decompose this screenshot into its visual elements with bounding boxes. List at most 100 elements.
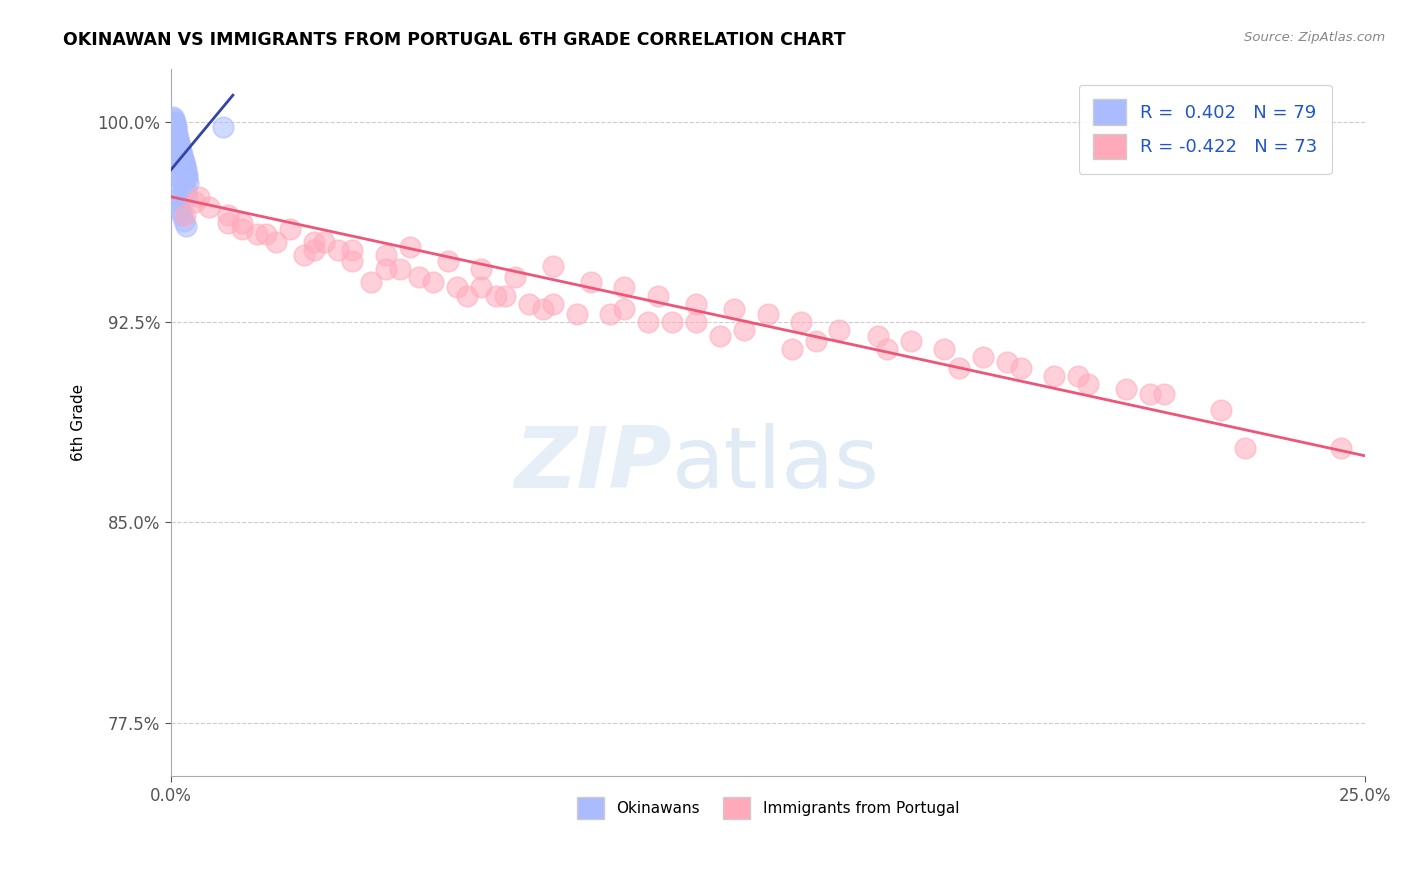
Point (733, 323, 755, 337)
Point (541, 296, 564, 310)
Point (174, 163, 197, 178)
Point (374, 261, 396, 276)
Point (613, 301, 636, 316)
Point (169, 139, 191, 153)
Point (166, 134, 188, 148)
Point (647, 288, 669, 302)
Point (166, 126, 188, 140)
Point (173, 166, 195, 180)
Point (685, 315, 707, 329)
Point (167, 142, 190, 156)
Point (162, 110, 184, 124)
Point (1115, 382, 1137, 396)
Point (972, 350, 994, 364)
Point (685, 296, 707, 310)
Point (170, 150, 193, 164)
Point (172, 153, 194, 167)
Point (169, 142, 191, 156)
Point (804, 334, 827, 348)
Point (166, 139, 188, 153)
Point (541, 259, 564, 273)
Point (900, 334, 922, 348)
Point (163, 115, 186, 129)
Point (790, 315, 813, 329)
Point (173, 161, 195, 175)
Point (231, 221, 253, 235)
Point (1153, 387, 1175, 401)
Point (170, 147, 193, 161)
Point (162, 118, 184, 132)
Point (163, 123, 186, 137)
Point (661, 315, 683, 329)
Point (174, 208, 197, 222)
Point (170, 147, 193, 161)
Point (169, 142, 191, 156)
Point (170, 169, 193, 183)
Point (517, 296, 540, 310)
Point (828, 323, 851, 337)
Point (188, 190, 211, 204)
Point (172, 174, 194, 188)
Point (167, 158, 190, 172)
Point (342, 253, 364, 268)
Point (167, 131, 190, 145)
Point (170, 145, 193, 159)
Point (408, 269, 430, 284)
Point (170, 208, 193, 222)
Point (1211, 403, 1233, 417)
Point (169, 202, 191, 217)
Point (162, 112, 184, 127)
Point (389, 261, 412, 276)
Point (374, 248, 396, 262)
Point (876, 342, 898, 356)
Point (166, 131, 188, 145)
Point (1010, 360, 1032, 375)
Point (173, 158, 195, 172)
Point (167, 197, 190, 211)
Point (174, 219, 197, 233)
Point (174, 166, 197, 180)
Point (294, 248, 316, 262)
Point (613, 280, 636, 294)
Point (360, 275, 382, 289)
Point (173, 213, 195, 227)
Point (470, 280, 492, 294)
Point (165, 118, 187, 132)
Point (456, 288, 478, 302)
Point (166, 126, 188, 140)
Point (162, 120, 184, 135)
Point (494, 288, 516, 302)
Point (167, 139, 190, 153)
Point (166, 193, 188, 207)
Point (173, 155, 195, 169)
Point (166, 131, 188, 145)
Point (170, 153, 193, 167)
Point (866, 328, 889, 343)
Point (165, 126, 187, 140)
Point (579, 275, 602, 289)
Point (165, 120, 187, 135)
Point (169, 163, 191, 178)
Point (934, 342, 956, 356)
Point (169, 136, 191, 151)
Point (470, 261, 492, 276)
Point (302, 243, 325, 257)
Point (1043, 368, 1066, 383)
Point (165, 147, 187, 161)
Point (212, 120, 235, 135)
Point (312, 235, 335, 249)
Point (183, 195, 205, 210)
Text: Source: ZipAtlas.com: Source: ZipAtlas.com (1244, 31, 1385, 45)
Point (503, 269, 526, 284)
Point (174, 185, 197, 199)
Point (1234, 441, 1257, 455)
Point (177, 177, 200, 191)
Point (1077, 376, 1099, 391)
Point (174, 161, 197, 175)
Text: ZIP: ZIP (515, 424, 672, 507)
Point (166, 136, 188, 151)
Point (217, 208, 239, 222)
Point (565, 307, 588, 321)
Point (342, 243, 364, 257)
Point (995, 355, 1018, 369)
